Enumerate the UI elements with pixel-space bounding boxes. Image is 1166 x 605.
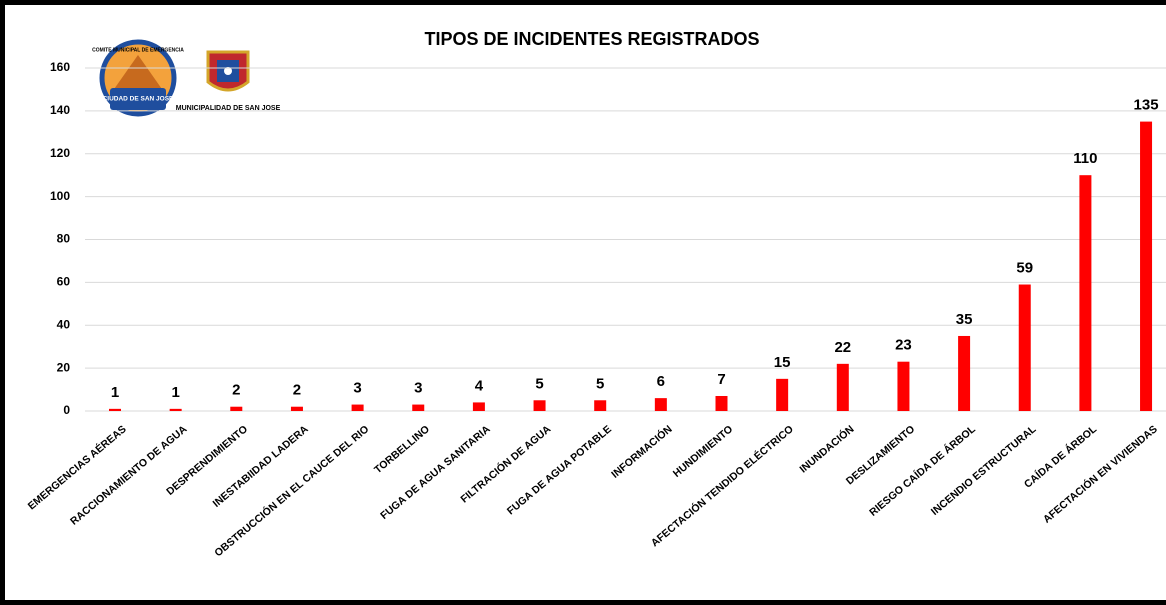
logo-municipalidad: MUNICIPALIDAD DE SAN JOSE (176, 50, 281, 112)
bar (351, 404, 364, 411)
bar (472, 402, 485, 411)
data-label: 7 (717, 371, 725, 388)
bar (594, 400, 607, 411)
bar (169, 408, 182, 411)
data-label: 3 (353, 380, 361, 397)
data-label: 59 (1016, 259, 1033, 276)
logo-comite: COMITE MUNICIPAL DE EMERGENCIA CIUDAD DE… (92, 39, 184, 117)
x-tick-label: AFECTACIÓN EN VIVIENDAS (1040, 422, 1159, 525)
x-tick-label: EMERGENCIAS AÉREAS (25, 422, 129, 512)
bar (230, 406, 243, 411)
data-label: 5 (596, 375, 604, 392)
x-tick-label: FUGA DE AGUA POTABLE (505, 423, 614, 517)
bar (776, 378, 789, 411)
logo-text: MUNICIPALIDAD DE SAN JOSE (176, 105, 281, 112)
data-label: 110 (1073, 150, 1097, 167)
data-label: 4 (475, 377, 484, 394)
bar (1079, 175, 1092, 411)
x-tick-label: RACCIONAMIENTO DE AGUA (68, 423, 190, 528)
data-label: 6 (657, 373, 665, 390)
data-label: 5 (535, 375, 543, 392)
y-tick-label: 0 (63, 403, 70, 417)
y-tick-label: 100 (50, 189, 70, 203)
y-tick-label: 60 (57, 275, 71, 289)
logo-text: CIUDAD DE SAN JOSE (103, 96, 174, 103)
bar (897, 361, 910, 411)
y-tick-label: 20 (57, 360, 71, 374)
bar (290, 406, 303, 411)
y-tick-label: 160 (50, 60, 70, 74)
y-tick-label: 40 (57, 317, 71, 331)
data-label: 3 (414, 380, 422, 397)
x-tick-label: INCENDIO ESTRUCTURAL (929, 423, 1039, 518)
x-tick-label: HUNDIMIENTO (671, 423, 735, 480)
bar (1018, 284, 1031, 411)
data-label: 1 (111, 384, 119, 401)
y-tick-label: 80 (57, 232, 71, 246)
x-tick-label: RIESGO CAÍDA DE ÁRBOL (867, 422, 979, 519)
y-tick-label: 120 (50, 146, 70, 160)
logo-text: COMITE MUNICIPAL DE EMERGENCIA (92, 47, 184, 53)
bar (412, 404, 425, 411)
data-label: 22 (834, 339, 851, 356)
y-tick-label: 140 (50, 103, 70, 117)
data-label: 35 (956, 311, 973, 328)
data-label: 2 (293, 382, 301, 399)
x-tick-label: FUGA DE AGUA SANITARIA (378, 423, 493, 522)
bar (1140, 121, 1153, 411)
bar (533, 400, 546, 411)
x-tick-label: INUNDACIÓN (797, 422, 857, 475)
data-label: 1 (171, 384, 179, 401)
bar (836, 363, 849, 411)
bar (109, 408, 121, 411)
data-label: 135 (1134, 97, 1159, 114)
bar (654, 398, 667, 411)
data-label: 2 (232, 382, 240, 399)
x-tick-label: TORBELLINO (372, 423, 432, 476)
bar (958, 335, 971, 411)
chart-title: TIPOS DE INCIDENTES REGISTRADOS (424, 29, 759, 49)
bar (715, 395, 728, 411)
data-label: 15 (774, 354, 791, 371)
data-label: 23 (895, 337, 912, 354)
x-tick-label: INFORMACIÓN (609, 422, 675, 480)
